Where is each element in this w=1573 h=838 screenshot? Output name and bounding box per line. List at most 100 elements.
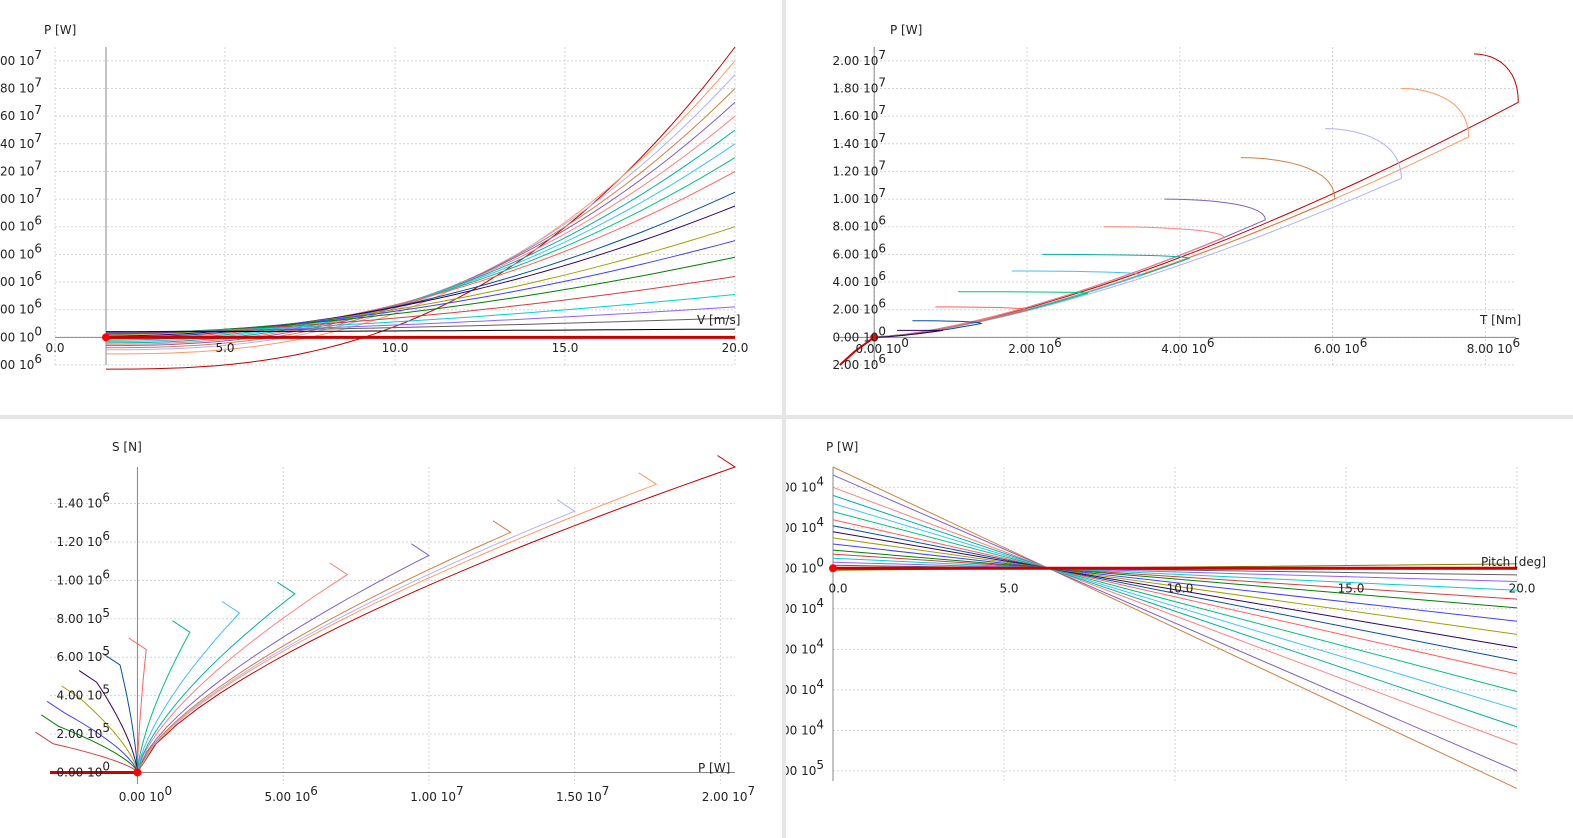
x-tick-label: 5.0 xyxy=(215,341,234,355)
y-tick-label: 2.00 106 xyxy=(833,352,886,372)
y-tick-label: 2.00 105 xyxy=(57,721,110,741)
y-tick-label: 1.00 106 xyxy=(57,567,110,587)
y-tick-label: 1.60 107 xyxy=(833,103,886,123)
x-tick-label: 0.0 xyxy=(828,581,847,595)
operating-point-marker xyxy=(870,333,879,342)
operating-point-marker xyxy=(102,333,110,342)
power-torque-curve xyxy=(874,88,1470,338)
x-tick-label: 15.0 xyxy=(552,341,579,355)
y-tick-label: 00 100 xyxy=(786,555,824,575)
power-curve xyxy=(106,60,736,355)
x-tick-label: 5.00 106 xyxy=(264,784,317,804)
y-tick-label: 00 107 xyxy=(0,48,42,68)
thrust-curve xyxy=(35,731,138,773)
y-tick-label: 2.00 107 xyxy=(833,48,886,68)
power-curve xyxy=(106,74,736,351)
y-axis-title: P [W] xyxy=(44,23,76,37)
thrust-curve xyxy=(136,562,349,773)
y-axis-title: P [W] xyxy=(826,440,858,454)
power-curve xyxy=(105,256,736,334)
x-tick-label: 0.00 100 xyxy=(119,784,172,804)
x-tick-label: 2.00 107 xyxy=(702,784,755,804)
y-tick-label: 2.00 106 xyxy=(833,297,886,317)
thrust-curve xyxy=(78,670,138,773)
x-axis-title: Pitch [deg] xyxy=(1481,555,1546,569)
y-tick-label: 1.40 106 xyxy=(57,491,110,511)
power-vs-torque-chart: 0.00 100 2.00 106 4.00 106 6.00 106 8.00 106… xyxy=(786,0,1573,415)
y-tick-label: 6.00 105 xyxy=(57,644,110,664)
thrust-curve xyxy=(102,652,138,773)
power-torque-curve xyxy=(874,270,1143,338)
power-torque-curve xyxy=(874,253,1191,338)
y-tick-label: 0.00 100 xyxy=(833,324,886,344)
y-tick-label: 00 106 xyxy=(0,241,42,261)
y-tick-label: 8.00 105 xyxy=(57,606,110,626)
thrust-curve xyxy=(46,700,138,773)
thrust-curve xyxy=(136,472,658,773)
thrust-curve xyxy=(136,520,512,773)
x-tick-label: 10.0 xyxy=(1167,581,1194,595)
y-axis-title: P [W] xyxy=(890,23,922,37)
x-tick-label: 5.0 xyxy=(999,581,1018,595)
thrust-curve xyxy=(41,714,138,773)
y-tick-label: 1.40 107 xyxy=(833,131,886,151)
power-torque-curve xyxy=(874,226,1225,338)
x-tick-label: 20.0 xyxy=(722,341,749,355)
pitch-curve xyxy=(832,519,1518,675)
y-tick-label: 4.00 106 xyxy=(833,269,886,289)
power-vs-pitch-plot: 0.0 5.0 10.0 15.0 20.0 00 104 00 104 00 100 00 1… xyxy=(786,440,1546,790)
operating-point-marker xyxy=(829,564,837,573)
y-tick-label: 00 104 xyxy=(786,636,824,656)
power-torque-curve xyxy=(874,157,1336,338)
y-tick-label: 1.20 106 xyxy=(57,529,110,549)
power-torque-curve xyxy=(874,329,944,338)
power-torque-curve xyxy=(874,198,1266,338)
thrust-curve xyxy=(136,620,191,773)
y-tick-label: 00 100 xyxy=(0,324,42,344)
x-axis-title: P [W] xyxy=(698,761,730,775)
x-tick-label: 2.00 106 xyxy=(1008,336,1061,356)
y-tick-label: 00 107 xyxy=(0,186,42,206)
power-curve xyxy=(106,101,736,347)
power-vs-torque-plot: 0.00 100 2.00 106 4.00 106 6.00 106 8.00 106… xyxy=(833,23,1522,372)
power-vs-wind-speed-chart: 0.0 5.0 10.0 15.0 20.0 00 106 00 100 00 106 00 1… xyxy=(0,0,782,415)
thrust-curve xyxy=(136,543,430,773)
y-tick-label: 00 106 xyxy=(0,269,42,289)
y-tick-label: 00 104 xyxy=(786,717,824,737)
power-torque-curve xyxy=(874,128,1402,338)
y-tick-label: 1.20 107 xyxy=(833,158,886,178)
thrust-vs-power-plot: 0.00 100 5.00 106 1.00 107 1.50 107 2.00 107… xyxy=(35,440,755,804)
x-axis-title: V [m/s] xyxy=(697,313,740,327)
x-axis-title: T [Nm] xyxy=(1479,313,1521,327)
x-tick-label: 20.0 xyxy=(1509,581,1536,595)
y-tick-label: 00 105 xyxy=(786,758,824,778)
x-tick-label: 6.00 106 xyxy=(1314,336,1367,356)
y-tick-label: 00 104 xyxy=(786,677,824,697)
thrust-curve xyxy=(136,455,737,773)
y-tick-label: 00 104 xyxy=(786,474,824,494)
y-tick-label: 00 106 xyxy=(0,352,42,372)
thrust-curve xyxy=(61,685,138,773)
power-curve xyxy=(106,328,736,333)
y-tick-label: 60 107 xyxy=(0,103,42,123)
power-curve xyxy=(106,191,736,338)
y-axis-title: S [N] xyxy=(112,440,142,454)
x-tick-label: 8.00 106 xyxy=(1467,336,1520,356)
y-tick-label: 1.80 107 xyxy=(833,75,886,95)
pitch-curve xyxy=(832,486,1518,745)
x-tick-label: 4.00 106 xyxy=(1161,336,1214,356)
thrust-curve xyxy=(128,637,147,773)
y-tick-label: 40 107 xyxy=(0,131,42,151)
x-tick-label: 15.0 xyxy=(1338,581,1365,595)
power-torque-curve xyxy=(874,306,1029,338)
y-tick-label: 4.00 105 xyxy=(57,683,110,703)
negative-branch xyxy=(839,336,875,366)
pitch-curve xyxy=(832,503,1518,710)
y-tick-label: 0.00 100 xyxy=(57,759,110,779)
x-tick-label: 0.0 xyxy=(45,341,64,355)
y-tick-label: 00 106 xyxy=(0,297,42,317)
power-curve xyxy=(105,226,736,336)
power-curve xyxy=(106,88,736,349)
x-tick-label: 10.0 xyxy=(382,341,409,355)
power-torque-curve xyxy=(874,53,1519,338)
